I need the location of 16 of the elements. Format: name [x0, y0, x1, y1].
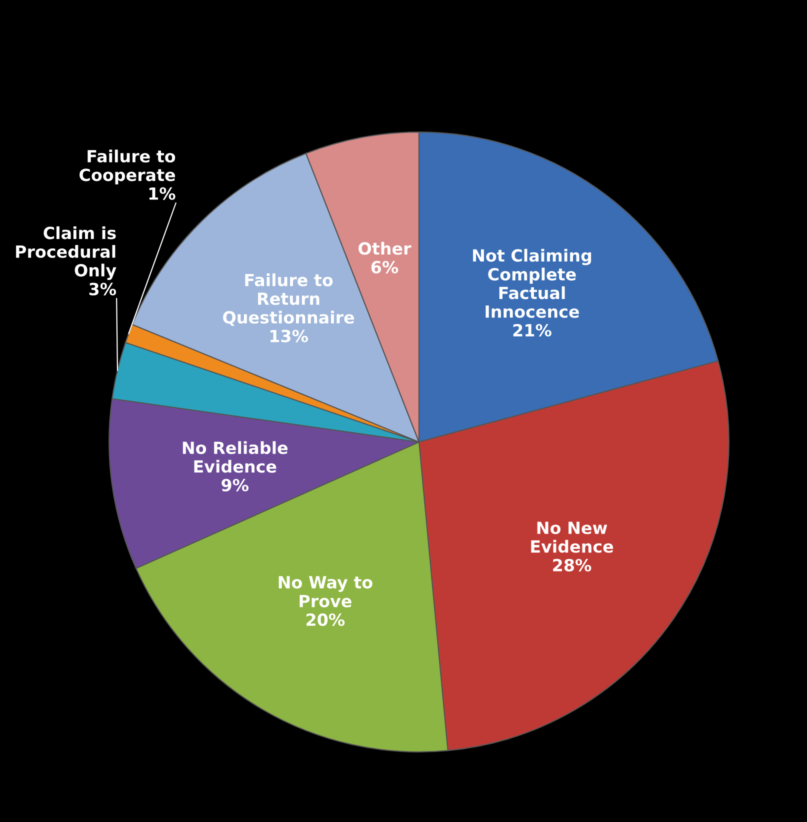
slice-label: Not Claiming Complete Factual Innocence	[473, 248, 592, 318]
data-label: 28%	[553, 558, 592, 572]
slice-label: Other	[358, 242, 412, 255]
data-label: 1%	[149, 187, 176, 200]
slice-label: No Reliable Evidence	[182, 441, 288, 473]
slice-label: No Way to Prove	[278, 576, 372, 608]
data-label: 13%	[270, 330, 308, 342]
slice-label: Failure to Return Questionnaire	[223, 273, 354, 326]
data-label: 21%	[513, 324, 552, 337]
data-label: 9%	[222, 478, 248, 492]
data-label: 3%	[89, 282, 116, 296]
slice-label: Failure to Cooperate	[80, 150, 176, 184]
slice-label: No New Evidence	[531, 522, 614, 553]
data-label: 6%	[371, 260, 398, 274]
slice-label: Claim is Procedural Only	[16, 226, 116, 280]
data-label: 20%	[306, 613, 345, 626]
